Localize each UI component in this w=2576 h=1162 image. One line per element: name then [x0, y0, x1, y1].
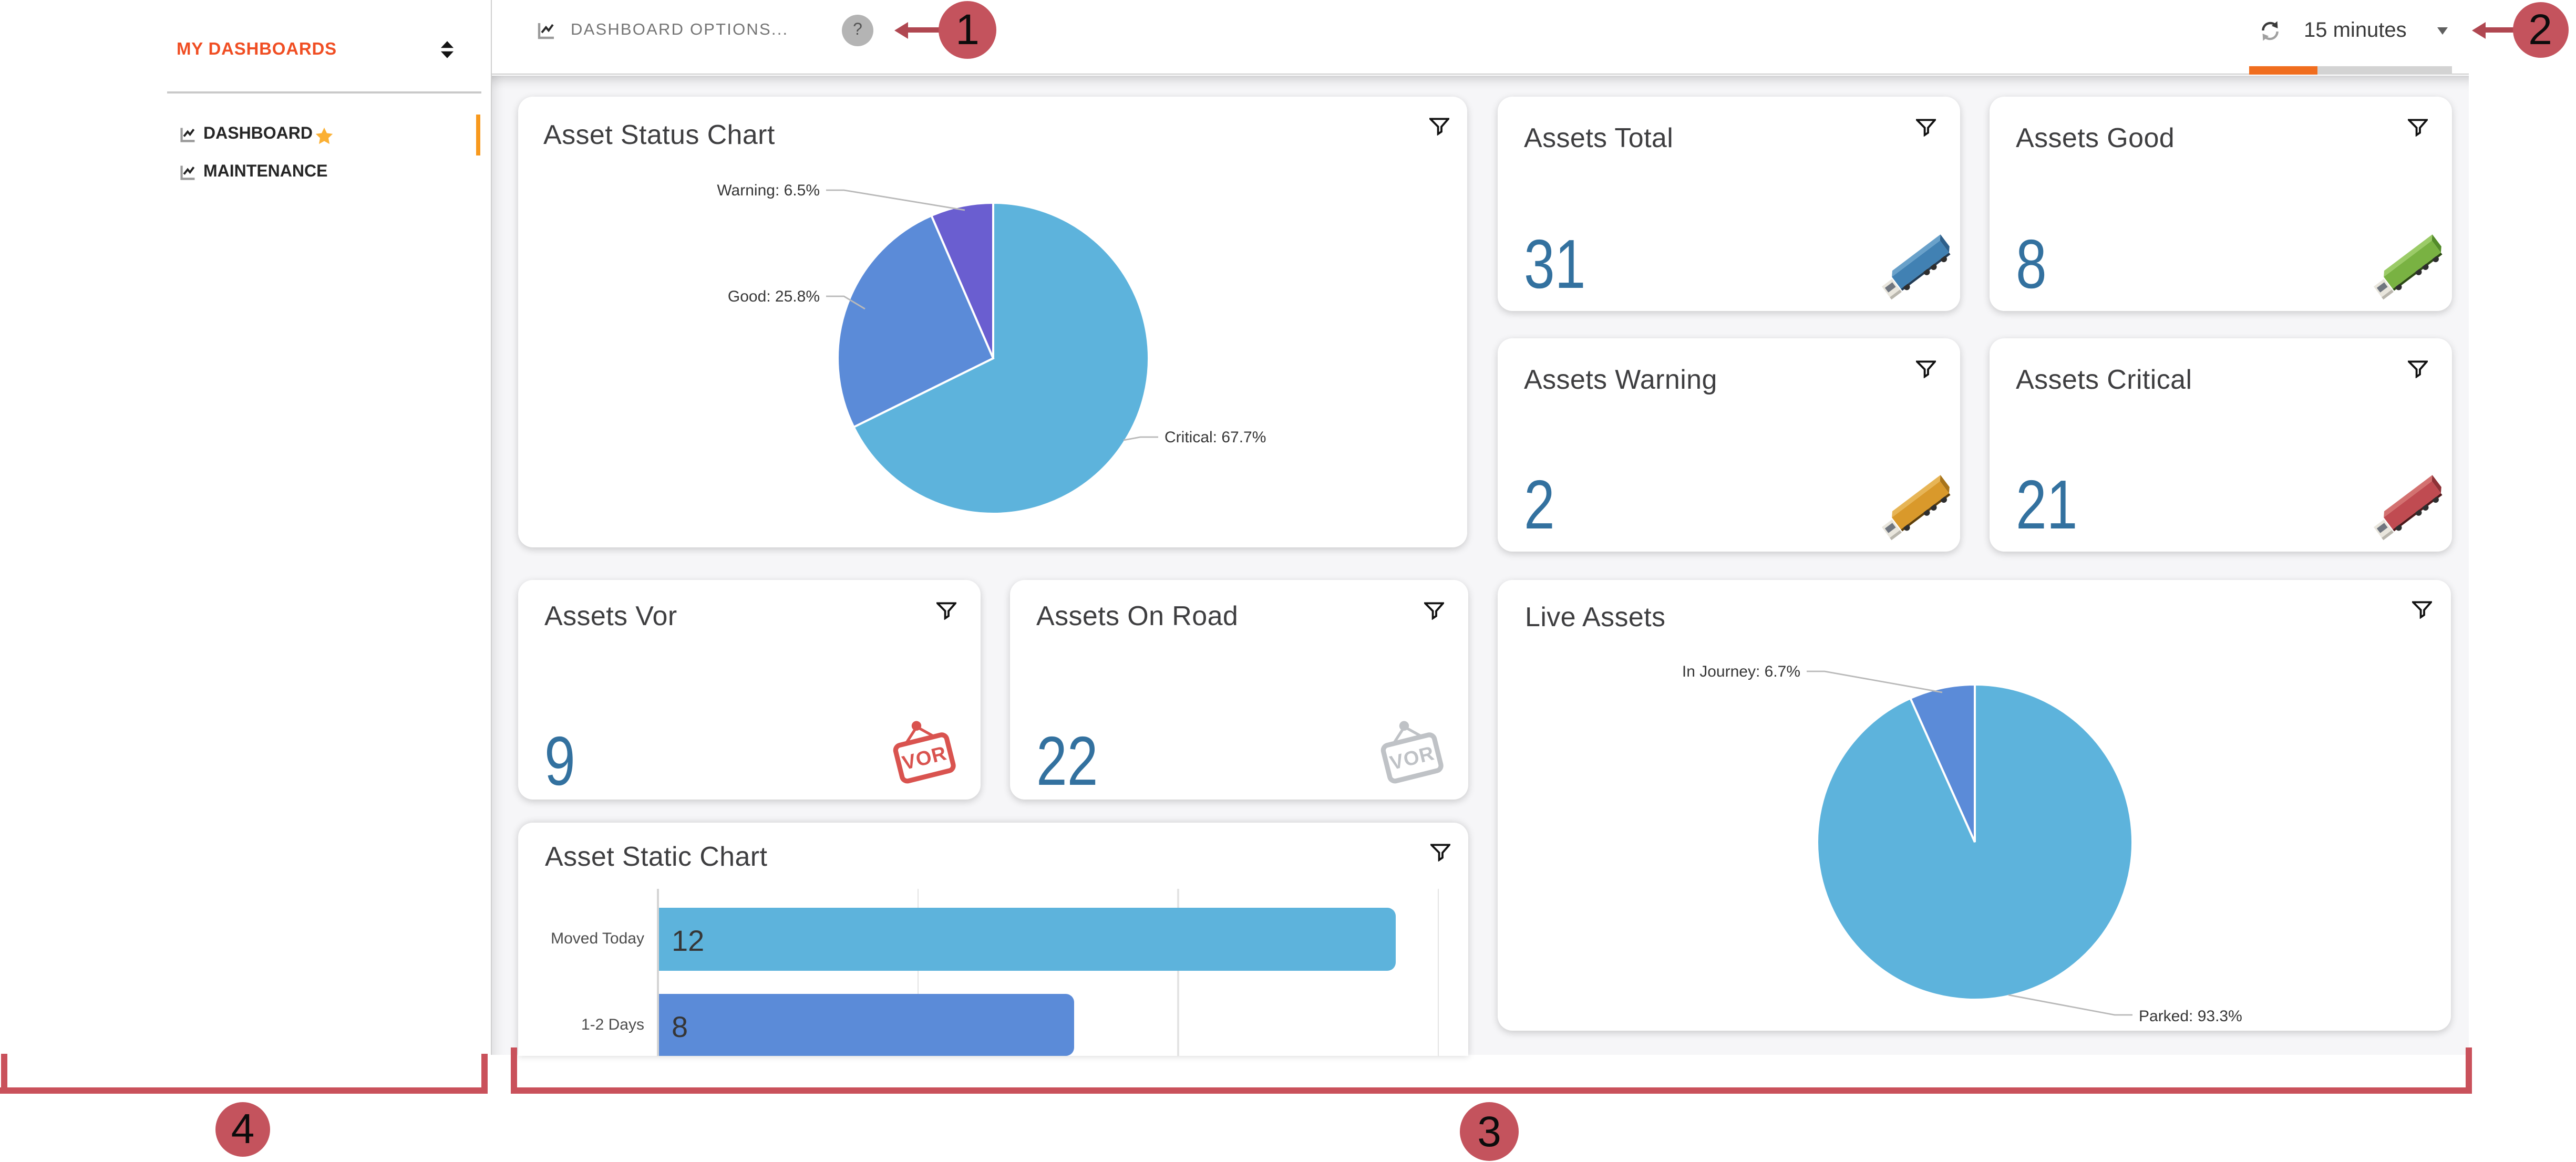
svg-text:In Journey: 6.7%: In Journey: 6.7%	[1682, 663, 1800, 680]
svg-text:Critical: 67.7%: Critical: 67.7%	[1165, 429, 1266, 446]
svg-text:Parked: 93.3%: Parked: 93.3%	[2139, 1008, 2242, 1025]
svg-text:Warning: 6.5%: Warning: 6.5%	[717, 182, 820, 199]
svg-text:Good: 25.8%: Good: 25.8%	[728, 288, 820, 305]
